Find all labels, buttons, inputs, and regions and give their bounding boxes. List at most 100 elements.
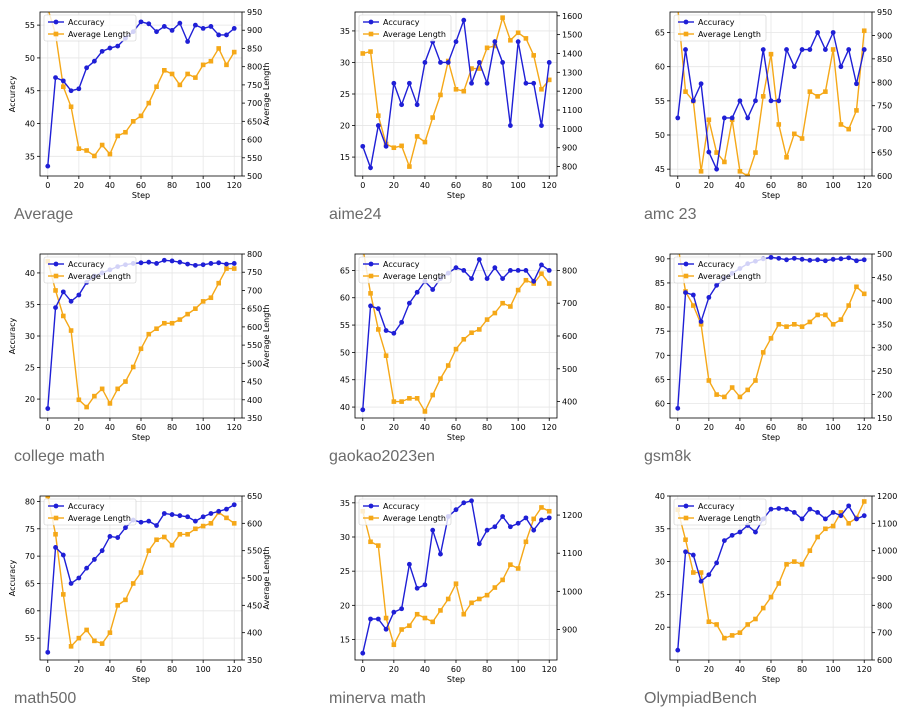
x-tick-label: 0	[360, 181, 365, 190]
length-point	[138, 346, 144, 352]
x-tick-label: 80	[482, 181, 492, 190]
y-right-tick-label: 600	[877, 656, 892, 665]
length-point	[376, 543, 381, 548]
accuracy-point	[791, 510, 797, 515]
accuracy-point	[216, 260, 222, 266]
length-point	[76, 397, 82, 403]
y-right-tick-label: 500	[562, 365, 577, 374]
y-right-tick-label: 800	[877, 601, 892, 610]
chart-panel: 0 20 40 60 80 100 120 15 20 25 30 35 900 1000 1100 1200…	[315, 490, 605, 726]
x-axis-label: Step	[132, 433, 150, 442]
x-tick-label: 120	[857, 423, 872, 432]
accuracy-point	[861, 47, 867, 52]
length-point	[461, 336, 467, 342]
y-left-tick-label: 60	[655, 400, 665, 409]
length-point	[99, 641, 105, 646]
legend-length-marker	[368, 273, 374, 279]
length-point	[414, 611, 420, 617]
accuracy-point	[698, 578, 704, 584]
length-point	[154, 84, 159, 90]
length-point	[115, 386, 120, 392]
accuracy-point	[208, 261, 214, 266]
accuracy-point	[546, 515, 552, 521]
accuracy-point	[453, 507, 459, 513]
x-tick-label: 120	[542, 423, 557, 432]
x-tick-label: 80	[167, 423, 177, 432]
accuracy-point	[531, 278, 537, 284]
length-point	[130, 581, 136, 586]
accuracy-point	[99, 48, 105, 54]
length-point	[861, 291, 867, 297]
length-point	[99, 386, 105, 392]
legend-accuracy-label: Accuracy	[383, 502, 420, 511]
length-point	[76, 635, 82, 641]
x-tick-label: 80	[482, 423, 492, 432]
accuracy-point	[399, 606, 405, 612]
y-left-tick-label: 70	[655, 351, 665, 360]
y-left-tick-label: 55	[655, 97, 665, 106]
accuracy-point	[146, 518, 152, 524]
y-right-tick-label: 250	[877, 367, 892, 376]
length-point	[492, 585, 498, 590]
accuracy-point	[698, 319, 704, 324]
accuracy-point	[185, 514, 191, 520]
length-point	[546, 77, 552, 83]
length-point	[53, 531, 58, 537]
accuracy-point	[815, 510, 821, 515]
length-point	[675, 242, 680, 247]
y-left-tick-label: 55	[340, 321, 350, 330]
y-right-tick-label: 850	[247, 44, 262, 53]
length-point	[407, 623, 412, 628]
accuracy-point	[453, 265, 459, 271]
accuracy-point	[531, 80, 537, 86]
x-tick-label: 40	[735, 181, 745, 190]
y-right-tick-label: 600	[247, 519, 262, 528]
accuracy-point	[507, 524, 513, 530]
y-right-tick-label: 900	[247, 26, 262, 35]
accuracy-point	[224, 506, 229, 512]
plot-area	[360, 498, 552, 656]
accuracy-point	[138, 519, 144, 525]
accuracy-point	[799, 516, 805, 522]
accuracy-point	[768, 98, 774, 104]
length-point	[508, 562, 513, 567]
x-tick-label: 120	[227, 665, 242, 674]
length-point	[729, 633, 735, 638]
accuracy-point	[729, 532, 735, 538]
legend-box	[358, 498, 452, 526]
accuracy-point	[224, 261, 229, 267]
accuracy-point	[185, 261, 191, 267]
plot-area	[675, 12, 867, 176]
accuracy-point	[200, 262, 206, 268]
y-right-tick-label: 300	[877, 344, 892, 353]
y-right-tick-label: 800	[562, 163, 577, 172]
length-point	[68, 644, 74, 649]
legend-length-label: Average Length	[383, 30, 446, 39]
length-point	[193, 526, 198, 532]
accuracy-point	[216, 508, 222, 514]
accuracy-point	[523, 80, 529, 86]
length-point	[861, 28, 867, 34]
accuracy-point	[414, 289, 420, 295]
length-point	[438, 608, 443, 613]
length-point	[453, 346, 459, 352]
y-right-tick-label: 600	[877, 172, 892, 181]
length-point	[193, 306, 198, 311]
legend-accuracy-label: Accuracy	[68, 260, 105, 269]
accuracy-point	[138, 260, 144, 266]
length-point	[368, 539, 373, 545]
accuracy-point	[846, 47, 852, 52]
length-point	[823, 526, 828, 532]
x-tick-label: 0	[675, 181, 680, 190]
accuracy-point	[91, 58, 97, 64]
y-right-tick-label: 1100	[562, 549, 582, 558]
length-point	[376, 113, 381, 118]
accuracy-point	[822, 516, 828, 522]
length-point	[84, 148, 89, 153]
legend: Accuracy Average Length	[43, 14, 137, 42]
y-right-tick-label: 500	[877, 250, 892, 259]
length-point	[722, 159, 727, 165]
chart-caption: minerva math	[329, 690, 426, 707]
accuracy-point	[683, 290, 688, 295]
x-tick-label: 100	[196, 423, 211, 432]
